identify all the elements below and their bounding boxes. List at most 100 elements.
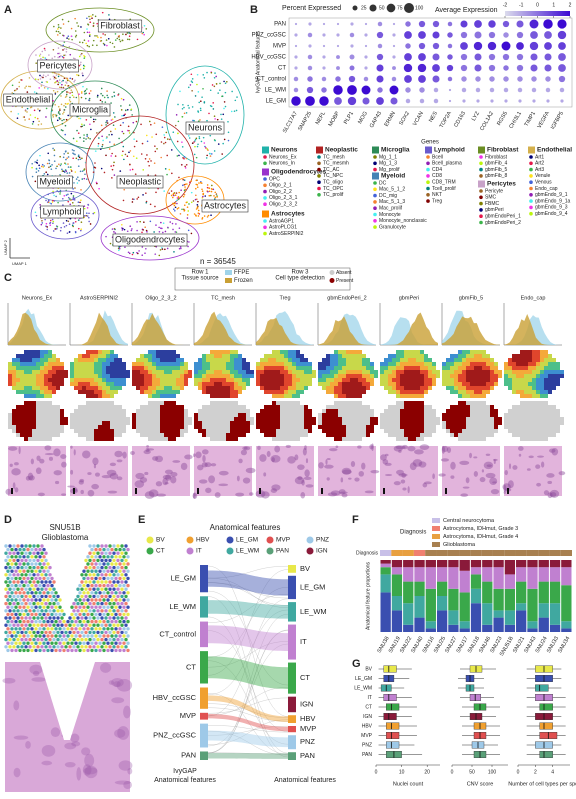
spatial-spot xyxy=(118,569,122,573)
expression-spot xyxy=(338,362,342,366)
expression-spot xyxy=(462,370,466,374)
umap-cell xyxy=(227,120,229,123)
expression-spot xyxy=(226,366,230,370)
he-texture xyxy=(547,492,553,499)
expression-spot xyxy=(342,350,346,354)
expression-spot xyxy=(52,382,56,386)
expression-spot xyxy=(148,378,152,382)
detection-spot xyxy=(114,425,118,429)
expression-spot xyxy=(288,362,292,366)
umap-cell xyxy=(81,41,84,44)
legend-item: FBMC xyxy=(485,201,500,207)
umap-cell xyxy=(173,251,175,253)
expression-spot xyxy=(432,366,436,370)
size-legend-label: 50 xyxy=(379,5,385,11)
spatial-spot xyxy=(118,576,122,581)
detection-spot xyxy=(280,417,284,421)
expression-spot xyxy=(118,366,122,370)
expression-spot xyxy=(206,354,210,358)
expression-spot xyxy=(106,382,110,386)
umap-cell xyxy=(54,91,57,94)
spatial-spot xyxy=(80,594,84,599)
expression-spot xyxy=(358,386,362,390)
expression-spot xyxy=(122,366,126,370)
expression-spot xyxy=(210,374,214,378)
he-texture xyxy=(144,491,155,499)
detection-spot xyxy=(404,437,408,441)
expression-spot xyxy=(20,354,24,358)
legend-item: Bcell xyxy=(432,154,443,160)
expression-spot xyxy=(106,390,110,394)
detection-spot xyxy=(400,413,404,417)
umap-cell xyxy=(104,34,106,36)
he-texture xyxy=(67,485,75,488)
detection-spot xyxy=(470,433,474,437)
expression-spot xyxy=(180,378,184,382)
umap-cell xyxy=(196,204,199,206)
expression-spot xyxy=(140,358,144,362)
umap-cell xyxy=(208,112,210,115)
expression-spot xyxy=(512,386,516,390)
expression-spot xyxy=(230,366,234,370)
umap-cell xyxy=(133,131,135,134)
detection-spot xyxy=(36,417,40,421)
column-title: gbmPeri xyxy=(399,295,419,301)
expression-spot xyxy=(474,358,478,362)
he-texture xyxy=(551,447,559,456)
umap-cell xyxy=(64,84,67,87)
expression-spot xyxy=(358,358,362,362)
detection-spot xyxy=(28,417,32,421)
detection-spot xyxy=(284,413,288,417)
detection-spot xyxy=(516,405,520,409)
spatial-spot xyxy=(88,601,92,606)
detection-spot xyxy=(342,437,346,441)
detection-spot xyxy=(370,425,374,429)
expression-spot xyxy=(326,378,330,382)
detection-spot xyxy=(24,433,28,437)
expression-spot xyxy=(16,362,20,366)
detection-spot xyxy=(412,425,416,429)
expression-spot xyxy=(98,390,102,394)
spatial-spot xyxy=(12,594,16,599)
expression-dot xyxy=(475,76,481,82)
detection-spot xyxy=(400,421,404,425)
expression-spot xyxy=(114,390,118,394)
umap-cell xyxy=(128,132,131,134)
expression-spot xyxy=(36,370,40,374)
detection-spot xyxy=(486,433,490,437)
expression-spot xyxy=(528,354,532,358)
detection-spot xyxy=(214,429,218,433)
spatial-spot xyxy=(18,576,22,581)
expression-dot xyxy=(322,44,326,48)
umap-cell xyxy=(148,158,151,160)
detection-spot xyxy=(56,429,60,433)
umap-cell xyxy=(87,23,89,25)
umap-cell xyxy=(83,207,86,210)
expression-spot xyxy=(226,362,230,366)
expression-spot xyxy=(82,366,86,370)
expression-spot xyxy=(238,370,242,374)
umap-cell xyxy=(53,194,55,197)
expression-spot xyxy=(544,382,548,386)
detection-spot xyxy=(24,429,28,433)
umap-cell xyxy=(55,74,58,76)
expression-spot xyxy=(524,370,528,374)
umap-cell xyxy=(147,160,150,163)
spatial-spot xyxy=(8,565,12,570)
umap-cell xyxy=(154,145,156,147)
expression-spot xyxy=(90,382,94,386)
umap-cell xyxy=(25,85,28,88)
expression-spot xyxy=(106,366,110,370)
spatial-spot xyxy=(8,587,12,591)
spatial-spot xyxy=(16,609,20,613)
umap-cell xyxy=(182,103,184,106)
expression-spot xyxy=(478,366,482,370)
spatial-spot xyxy=(110,576,114,581)
legend-item-dot xyxy=(426,186,430,191)
detection-spot xyxy=(132,421,136,425)
umap-cell xyxy=(172,192,175,195)
detection-spot xyxy=(90,405,94,409)
detection-spot xyxy=(202,421,206,425)
spatial-spot xyxy=(22,576,26,581)
detection-spot xyxy=(184,409,188,413)
